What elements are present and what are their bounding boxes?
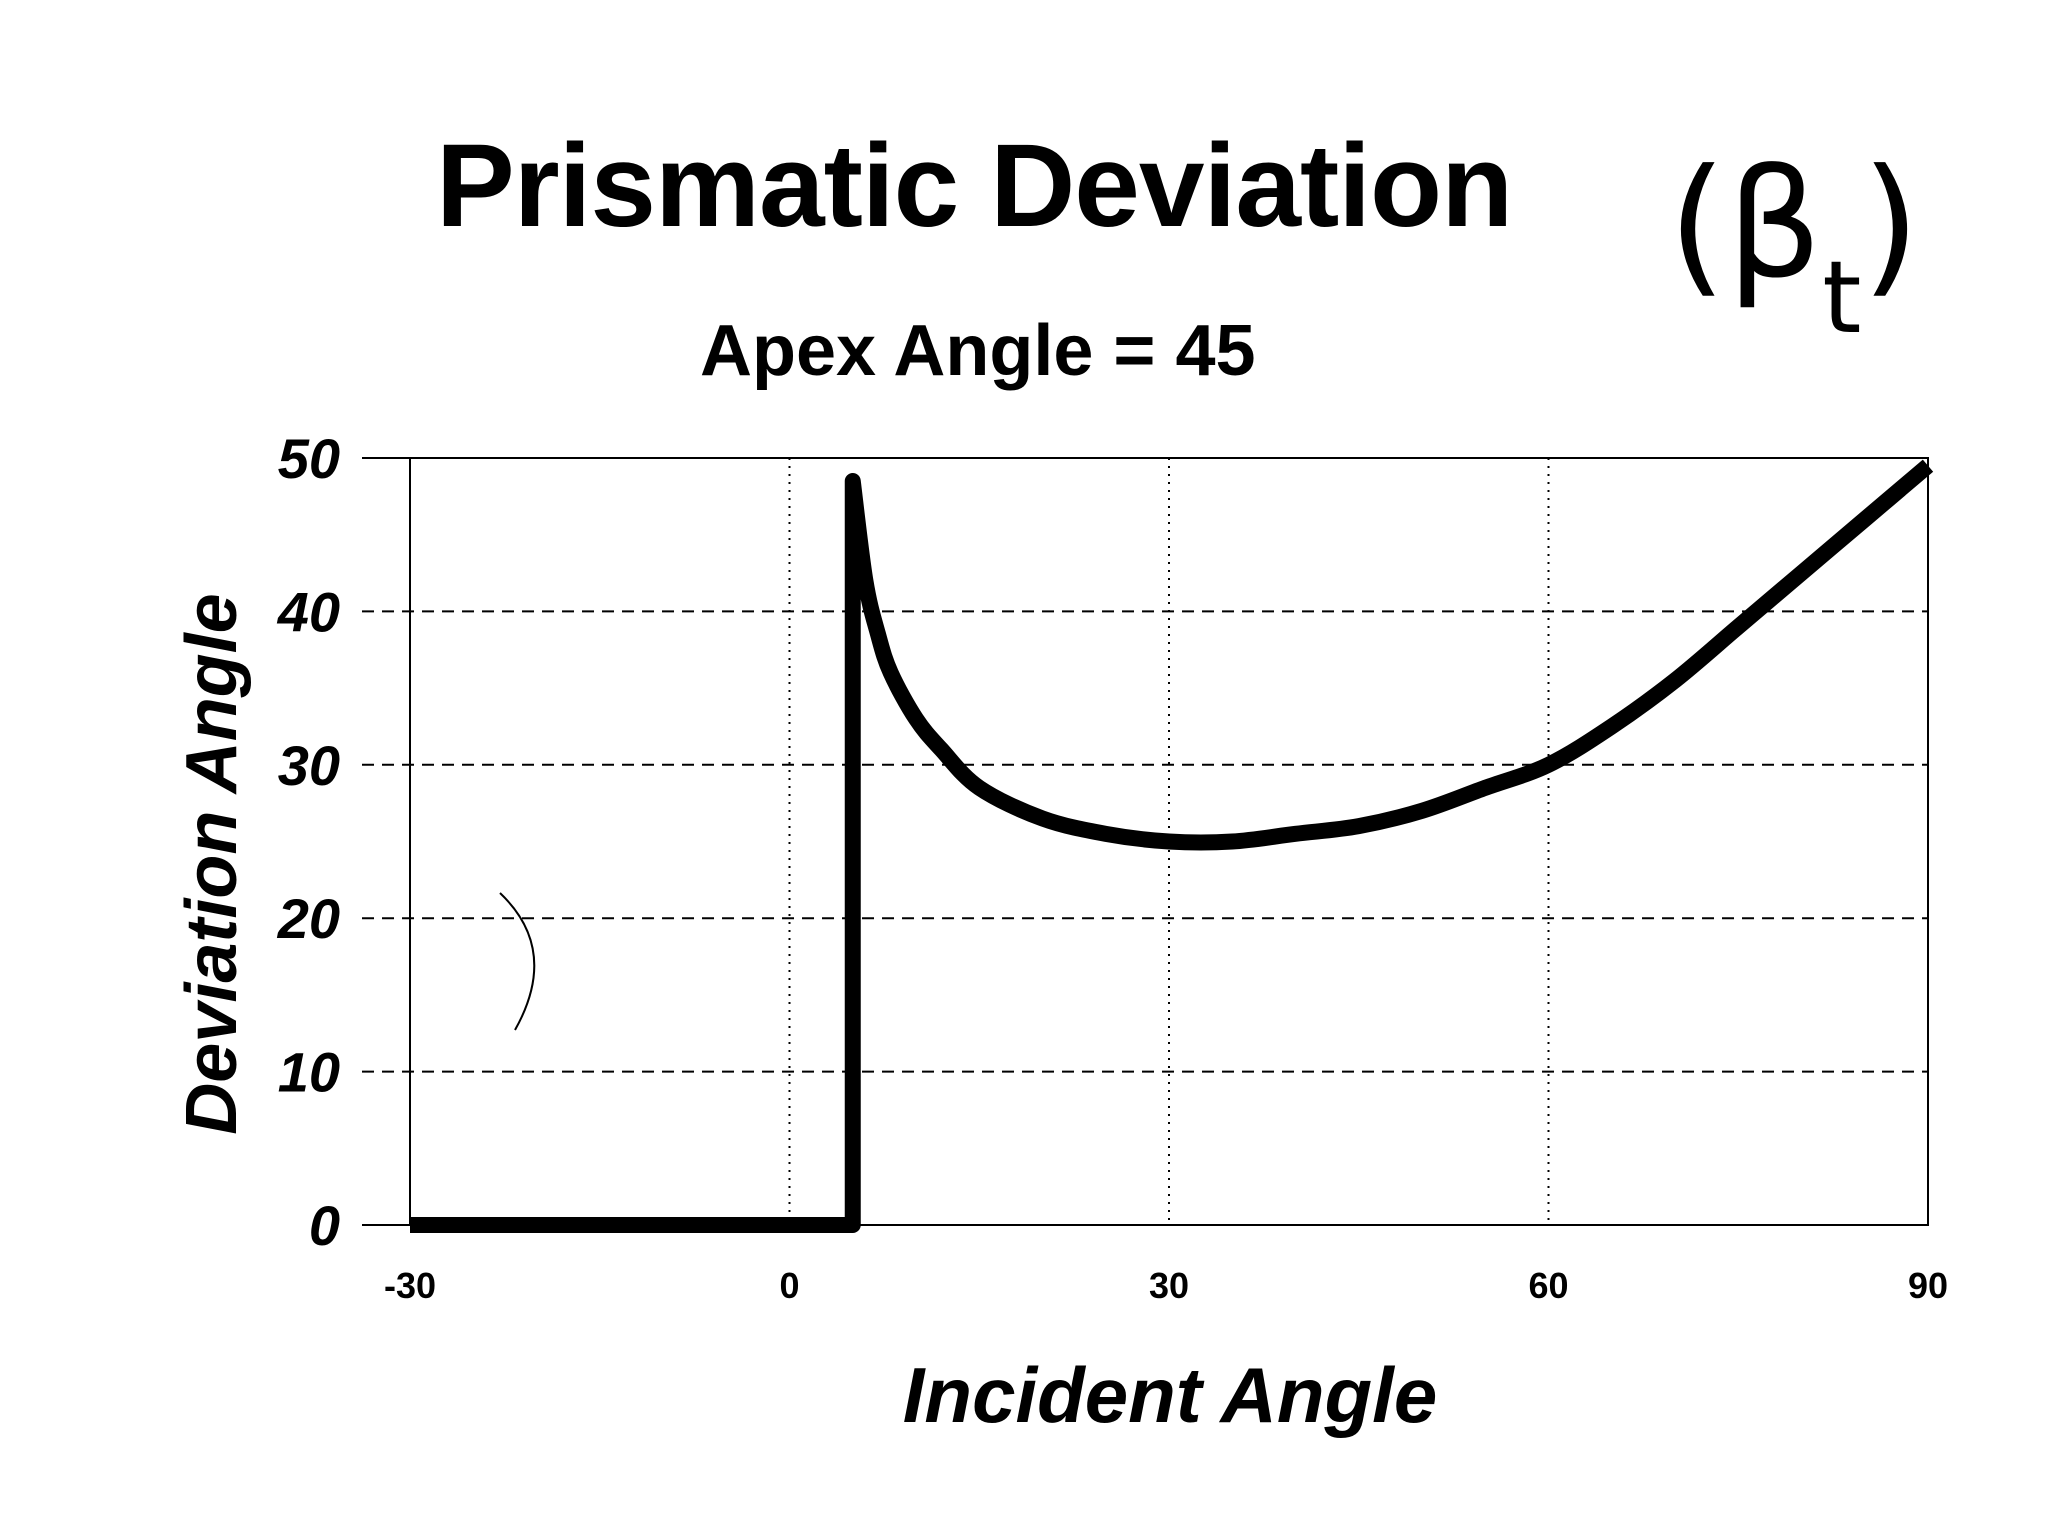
x-tick-label: 90: [1908, 1265, 1948, 1306]
x-tick-label: -30: [384, 1265, 436, 1306]
tick-labels: 0 10 20 30 40 50 -30 0 30 60 90: [277, 427, 1948, 1306]
y-tick-label: 10: [278, 1041, 340, 1104]
title-symbol-subscript: t: [1822, 239, 1862, 356]
x-tick-label: 0: [779, 1265, 799, 1306]
x-axis-label: Incident Angle: [902, 1351, 1438, 1439]
series-group: [410, 459, 1934, 1233]
plot-frame: [409, 457, 1929, 1226]
y-tick-label: 0: [309, 1194, 340, 1257]
y-tick-label: 30: [278, 734, 340, 797]
decorative-bracket: [499, 892, 536, 1031]
x-tick-label: 30: [1149, 1265, 1189, 1306]
chart-title: Prismatic Deviation: [436, 120, 1513, 252]
title-symbol: (βt): [1668, 150, 1920, 348]
title-symbol-beta: (β: [1668, 138, 1823, 312]
y-tick-label: 40: [277, 580, 340, 643]
chart-subtitle: Apex Angle = 45: [700, 311, 1256, 391]
series-line: [410, 459, 1934, 1233]
x-tick-label: 60: [1528, 1265, 1568, 1306]
y-tick-label: 50: [278, 427, 340, 490]
title-symbol-close: ): [1861, 138, 1920, 312]
grid-lines: [362, 457, 1928, 1226]
y-tick-label: 20: [277, 887, 340, 950]
